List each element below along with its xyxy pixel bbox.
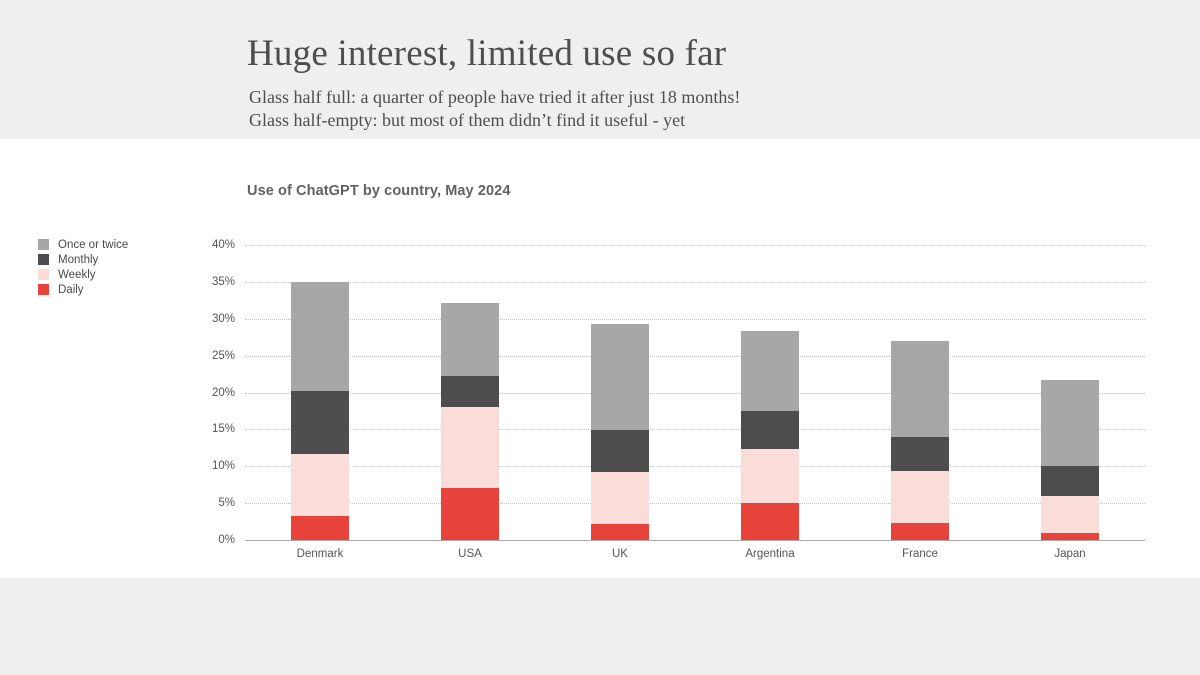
legend-swatch-icon	[38, 269, 49, 280]
y-tick-label: 25%	[211, 349, 235, 362]
subtitle-line-1: Glass half full: a quarter of people hav…	[249, 87, 741, 107]
legend-item-weekly: Weekly	[38, 267, 128, 282]
segment-monthly-japan	[1041, 465, 1099, 496]
segment-once-or-twice-france	[891, 340, 949, 437]
segment-monthly-france	[891, 436, 949, 471]
x-tick-label: Argentina	[745, 548, 795, 560]
slide-title: Huge interest, limited use so far	[247, 33, 727, 74]
gridline	[245, 355, 1145, 357]
stacked-bar-denmark	[291, 281, 349, 540]
bar-slot-japan: Japan	[995, 245, 1145, 560]
x-tick-label: France	[902, 548, 938, 560]
bar-slot-argentina: Argentina	[695, 245, 845, 560]
legend-swatch-icon	[38, 254, 49, 265]
bar-slot-uk: UK	[545, 245, 695, 560]
segment-monthly-usa	[441, 376, 499, 408]
y-tick-label: 0%	[218, 534, 235, 546]
x-tick-label: UK	[612, 548, 628, 560]
bar-slot-france: France	[845, 245, 995, 560]
segment-weekly-argentina	[741, 449, 799, 504]
legend-swatch-icon	[38, 239, 49, 250]
gridline	[245, 466, 1145, 468]
segment-daily-argentina	[741, 503, 799, 540]
gridline	[245, 245, 1145, 246]
segment-daily-uk	[591, 523, 649, 540]
legend-label: Monthly	[58, 253, 99, 266]
segment-weekly-japan	[1041, 495, 1099, 533]
footer-band: Source: Reuters Institute Benedict Evans…	[0, 578, 1200, 675]
bar-slot-usa: USA	[395, 245, 545, 560]
legend-label: Weekly	[58, 268, 96, 281]
y-tick-label: 5%	[218, 497, 235, 510]
gridline	[245, 429, 1145, 431]
legend-swatch-icon	[38, 284, 49, 295]
segment-monthly-argentina	[741, 410, 799, 450]
stacked-bar-argentina	[741, 331, 799, 540]
header-band: Huge interest, limited use so far Glass …	[0, 0, 1200, 139]
stacked-bar-france	[891, 340, 949, 540]
legend-item-once-or-twice: Once or twice	[38, 237, 128, 252]
slide-subtitle: Glass half full: a quarter of people hav…	[249, 86, 1089, 132]
bar-slot-denmark: Denmark	[245, 245, 395, 560]
y-tick-label: 30%	[211, 312, 235, 325]
segment-daily-japan	[1041, 532, 1099, 540]
y-axis-labels: 40% 35% 30% 25% 20% 15% 10% 5% 0%	[170, 239, 235, 546]
segment-weekly-usa	[441, 407, 499, 489]
segment-once-or-twice-usa	[441, 302, 499, 377]
segment-once-or-twice-argentina	[741, 331, 799, 411]
segment-weekly-denmark	[291, 453, 349, 516]
plot-area: Denmark USA UK Argentina France Japan	[245, 245, 1145, 560]
x-tick-label: Denmark	[296, 548, 344, 560]
segment-monthly-uk	[591, 430, 649, 473]
x-tick-label: Japan	[1054, 548, 1086, 560]
segment-once-or-twice-uk	[591, 323, 649, 431]
x-tick-label: USA	[458, 548, 482, 560]
legend-item-monthly: Monthly	[38, 252, 128, 267]
y-tick-label: 15%	[211, 423, 235, 436]
legend-label: Once or twice	[58, 238, 129, 251]
segment-once-or-twice-japan	[1041, 379, 1099, 466]
stacked-bar-uk	[591, 323, 649, 540]
gridline	[245, 392, 1145, 394]
legend-item-daily: Daily	[38, 282, 128, 297]
y-tick-label: 35%	[211, 275, 235, 288]
segment-once-or-twice-denmark	[291, 281, 349, 392]
segment-monthly-denmark	[291, 391, 349, 454]
x-axis-line	[245, 540, 1145, 541]
stacked-bar-japan	[1041, 379, 1099, 540]
gridline	[245, 503, 1145, 505]
subtitle-line-2: Glass half-empty: but most of them didn’…	[249, 110, 686, 130]
gridline	[245, 281, 1145, 283]
y-tick-label: 20%	[211, 386, 235, 399]
y-tick-label: 10%	[211, 460, 235, 473]
segment-daily-denmark	[291, 515, 349, 540]
y-tick-label: 40%	[211, 239, 235, 251]
stacked-bar-usa	[441, 302, 499, 540]
legend: Once or twice Monthly Weekly Daily	[38, 237, 128, 297]
gridline	[245, 318, 1145, 320]
segment-daily-france	[891, 523, 949, 540]
legend-label: Daily	[58, 283, 84, 296]
segment-daily-usa	[441, 488, 499, 540]
segment-weekly-france	[891, 470, 949, 524]
segment-weekly-uk	[591, 472, 649, 524]
chart-title: Use of ChatGPT by country, May 2024	[247, 183, 511, 199]
